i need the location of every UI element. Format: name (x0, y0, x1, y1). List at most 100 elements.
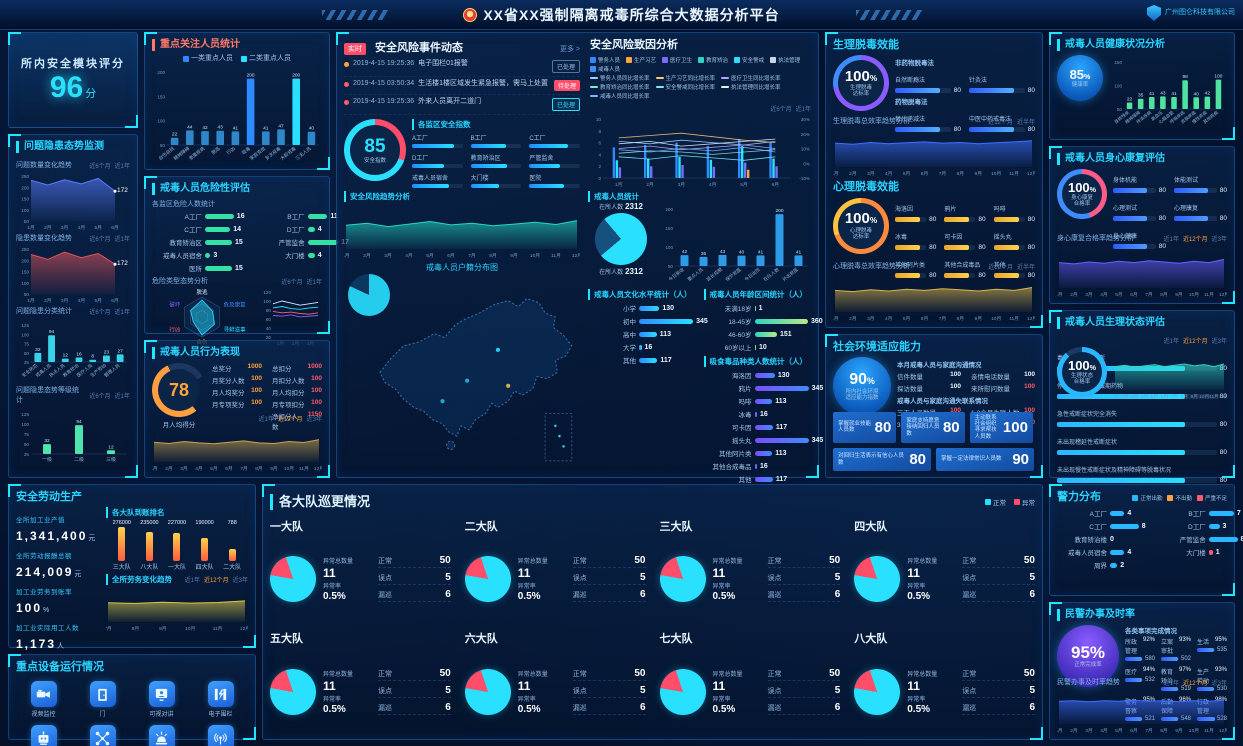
main: 所内安全模块评分 96 分 问题隐患态势监测 问题数量变化趋势 近6个月 近1年 25… (8, 32, 1243, 746)
legend-item[interactable]: 安全警戒 (734, 56, 764, 64)
device-fence[interactable]: 电子围栏 (193, 681, 248, 718)
range-tab[interactable]: 近12个月 (1182, 236, 1208, 243)
range-tab[interactable]: 近12个月 (277, 417, 303, 423)
labor-stat-value-row: 214,009元 (16, 563, 100, 581)
event-status-button[interactable]: 已处理 (551, 60, 580, 74)
legend-item[interactable]: 执法管理同比增长率 (721, 83, 781, 91)
recovery-ring: 100% 身心康复 合格率 (1057, 169, 1107, 219)
range-tab[interactable]: 近1年 (306, 279, 322, 286)
device-drone[interactable]: 无人机 (75, 725, 130, 746)
legend-item[interactable]: 生产习艺同比增长率 (655, 74, 715, 82)
range-tab[interactable]: 近6个月 (770, 107, 792, 114)
event-row[interactable]: 2019-4-15 19:25:36 外来人员离开二道门 已处理 (344, 95, 580, 116)
legend-item[interactable]: 不出勤 (1167, 494, 1192, 502)
range-tab[interactable]: 近3年 (1211, 236, 1227, 243)
more-link[interactable]: 更多 > (559, 45, 580, 53)
range-tab[interactable]: 近3年 (232, 578, 248, 585)
kv-value: 100 (950, 371, 961, 379)
event-row[interactable]: 2019-4-15 03:50:34 生活楼1楼区域发生紧急报警，需马上处置 待处理 (344, 77, 580, 96)
range-tab[interactable]: 近1年 (184, 578, 200, 585)
range-tab[interactable]: 近6个月 (89, 163, 111, 170)
range-tab[interactable]: 近6个月 (89, 309, 111, 316)
legend-item[interactable]: 医疗卫生同比增长率 (721, 74, 781, 82)
legend-item[interactable]: 警务人员 (590, 56, 620, 64)
progress-fill (412, 164, 445, 169)
legend-item[interactable]: 一类重点人员 (183, 55, 233, 63)
svg-text:3月: 3月 (1085, 292, 1092, 297)
bar-cell-row: 80 (969, 126, 1035, 133)
device-alarm[interactable]: 报警 (134, 725, 189, 746)
bar-cell-track (895, 127, 951, 133)
range-tab[interactable]: 近1年 (1163, 339, 1179, 345)
range-tab[interactable]: 近12个月 (1182, 339, 1208, 345)
range-tab[interactable]: 近12个月 (988, 264, 1013, 271)
score-unit: 分 (85, 88, 97, 100)
bar-cell-row: 80 (895, 87, 961, 94)
hbar-fill (754, 318, 809, 324)
legend-item[interactable]: 戒毒人员同比增长率 (590, 92, 650, 100)
range-tab[interactable]: 近6个月 (281, 279, 303, 286)
device-intercom[interactable]: 可视对讲 (134, 681, 189, 718)
device-door[interactable]: 门 (75, 681, 130, 718)
range-tab[interactable]: 近3年 (306, 417, 322, 423)
range-tab[interactable]: 近6个月 (89, 236, 111, 243)
svg-text:11月: 11月 (1009, 171, 1019, 176)
range-tab[interactable]: 近1年 (1163, 236, 1179, 243)
range-tab[interactable]: 近半年 (1016, 119, 1035, 126)
range-tab[interactable]: 近12个月 (988, 119, 1013, 126)
china-map[interactable] (344, 275, 580, 471)
range-tab[interactable]: 近1年 (114, 236, 130, 243)
legend-item[interactable]: 正常出勤 (1132, 494, 1162, 502)
legend-item[interactable]: 生产习艺 (626, 56, 656, 64)
cause-legends: 警务人员 生产习艺 医疗卫生 教育矫治 安全警戒 执法管理戒毒人员 警务人员同比增长率 生产… (590, 56, 811, 100)
bar-cell-value: 80 (1027, 243, 1035, 251)
team-detail-col: 正常 50 误点 5 漏巡 6 (767, 668, 841, 716)
legend-item[interactable]: 教育矫治 (698, 56, 728, 64)
legend-item[interactable]: 安全警戒同比增长率 (655, 83, 715, 91)
event-status-button[interactable]: 待处理 (553, 80, 580, 92)
legend-item[interactable]: 戒毒人员 (590, 65, 620, 73)
range-tab[interactable]: 近6个月 (89, 393, 111, 400)
svg-text:200: 200 (292, 72, 300, 78)
range-tab[interactable]: 近3年 (1211, 680, 1227, 687)
range-tab[interactable]: 近1年 (114, 309, 130, 316)
svg-text:9月: 9月 (1175, 292, 1182, 297)
device-robot[interactable]: 巡更机器人 (16, 725, 71, 746)
range-tab[interactable]: 近12个月 (203, 578, 229, 585)
legend-item[interactable]: 教育矫治同比增长率 (590, 83, 650, 91)
hbar-track: 117 (639, 357, 696, 364)
patrol-team: 三大队 异常总数量 11 异常率 0.5% 正常 50 误点 5 漏巡 6 (659, 518, 841, 621)
legend-item[interactable]: 执法管理 (770, 56, 800, 64)
range-tab[interactable]: 近12个月 (1182, 680, 1208, 687)
kv-bar-value: 4 (1127, 509, 1132, 517)
range-tab[interactable]: 近1年 (795, 107, 811, 114)
legend-item[interactable]: 医疗卫生 (662, 56, 692, 64)
range-tab[interactable]: 近3年 (1211, 339, 1227, 345)
range-tab[interactable]: 近1年 (114, 163, 130, 170)
kv-item: 月扣分人数 100 (272, 375, 322, 385)
event-status-button[interactable]: 已处理 (551, 98, 580, 112)
danger-assessment-title: 戒毒人员危险性评估 (152, 183, 322, 195)
non-drug-method-title: 非药物脱毒法 (895, 60, 934, 68)
kv-grid: 信件数量 100 亲情电话数量 100 探访数量 100 来所慰问数量 100 (897, 371, 1035, 393)
range-tabs: 近6个月 近1年 (89, 161, 130, 170)
legend-item[interactable]: 二类重点人员 (241, 55, 291, 63)
legend-item[interactable]: 严重不足 (1196, 494, 1227, 502)
header-title-wrap: XX省XX强制隔离戒毒所综合大数据分析平台 (463, 5, 779, 25)
range-tab[interactable]: 近1年 (258, 417, 274, 423)
svg-text:外出就医: 外出就医 (781, 266, 800, 283)
range-tab[interactable]: 近半年 (1016, 264, 1035, 271)
legend-item[interactable]: 正常 (985, 497, 1006, 507)
svg-text:100: 100 (157, 118, 165, 123)
progress-track (412, 164, 463, 169)
range-tab[interactable]: 近1年 (114, 393, 130, 400)
hbar-track: 113 (754, 450, 812, 457)
event-row[interactable]: 2019-4-15 19:25:36 电子围栏01报警 已处理 (344, 57, 580, 78)
device-camera[interactable]: 视频监控 (16, 681, 71, 718)
svg-text:8月: 8月 (489, 253, 496, 258)
legend-item[interactable]: 警务人员同比增长率 (590, 74, 650, 82)
range-tab[interactable]: 近1年 (1163, 680, 1179, 687)
device-broadcast[interactable]: 广播 (193, 725, 248, 746)
team-pie (659, 555, 706, 602)
legend-item[interactable]: 异常 (1014, 497, 1035, 507)
